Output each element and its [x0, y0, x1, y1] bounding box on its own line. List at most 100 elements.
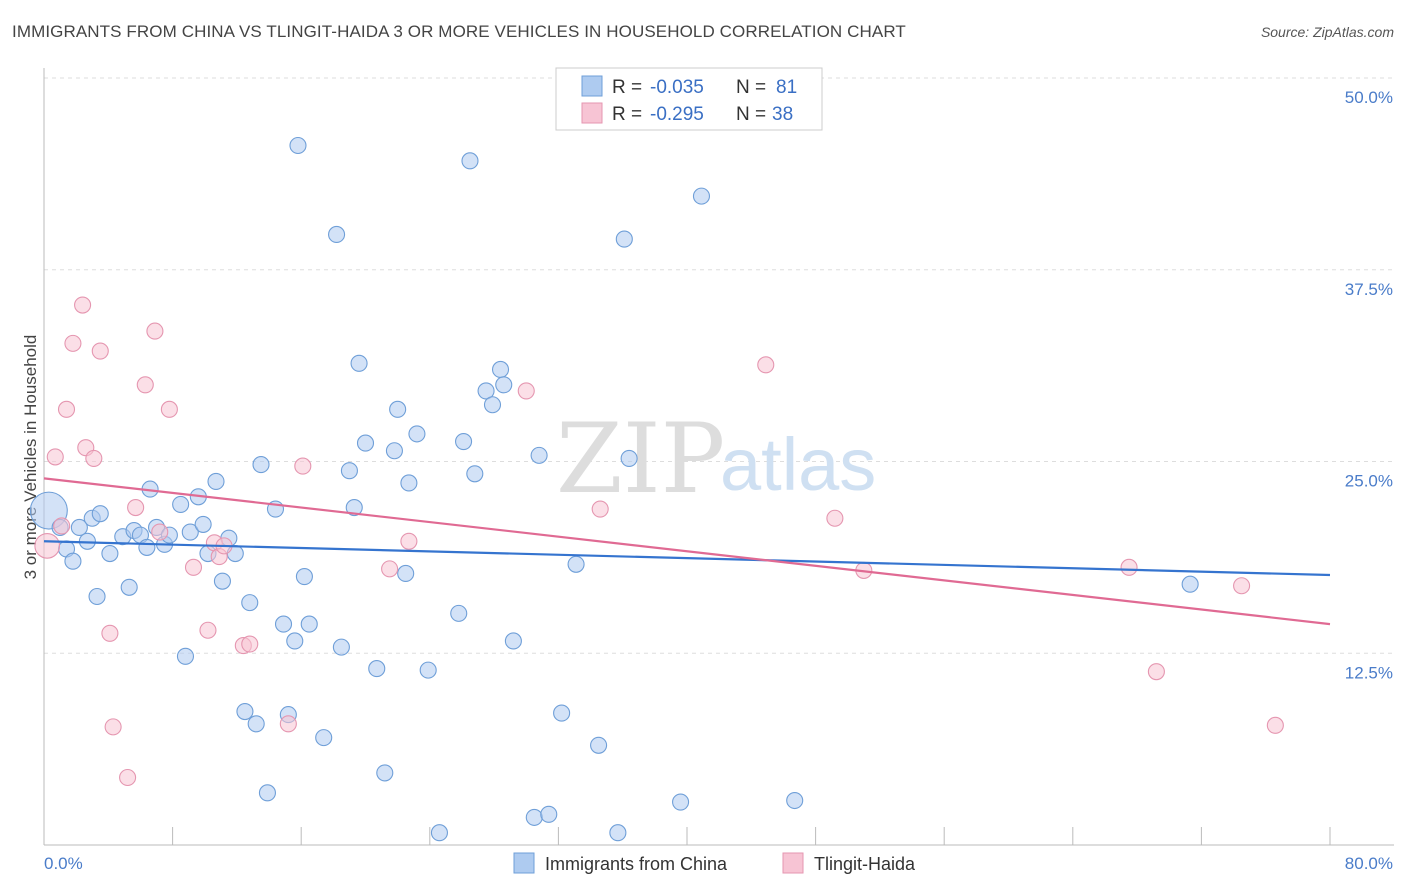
trend-line-immigrants-from-china — [43, 540, 1331, 577]
point-china-39 — [295, 567, 313, 586]
point-china-74 — [620, 449, 638, 467]
point-tlingit-10 — [104, 718, 122, 736]
point-china-50 — [385, 442, 403, 460]
point-china-23 — [194, 515, 212, 533]
point-china-77 — [786, 791, 804, 810]
point-china-78 — [1181, 575, 1199, 593]
y-tick-label-3: 50.0% — [1345, 88, 1393, 107]
point-tlingit-30 — [757, 356, 775, 374]
trend-line-tlingit-haida — [43, 477, 1331, 626]
point-china-7 — [88, 587, 106, 606]
point-china-57 — [450, 604, 468, 622]
legend-n-label-tlingit: N = — [736, 104, 766, 125]
legend-swatch-china — [581, 75, 603, 97]
point-china-71 — [590, 736, 608, 754]
point-china-3 — [64, 552, 82, 570]
legend-r-value-china: -0.035 — [650, 77, 704, 98]
point-tlingit-27 — [400, 532, 418, 550]
point-china-69 — [553, 704, 571, 722]
point-china-52 — [397, 564, 415, 583]
legend-n-value-tlingit: 38 — [772, 104, 793, 125]
y-tick-label-2: 37.5% — [1345, 280, 1393, 299]
legend-r-label-china: R = — [612, 77, 642, 98]
point-china-64 — [495, 376, 513, 394]
point-tlingit-15 — [151, 523, 169, 541]
point-china-65 — [504, 632, 522, 650]
point-tlingit-14 — [146, 322, 164, 340]
legend-r-value-tlingit: -0.295 — [650, 104, 704, 125]
watermark-zip: ZIP — [556, 403, 725, 515]
x-tick-label-1: 80.0% — [1345, 854, 1393, 873]
point-china-48 — [368, 660, 386, 678]
point-china-47 — [356, 434, 375, 452]
point-china-58 — [455, 433, 473, 451]
chart-title: IMMIGRANTS FROM CHINA VS TLINGIT-HAIDA 3… — [12, 22, 906, 41]
point-tlingit-5 — [74, 296, 92, 314]
point-china-60 — [466, 465, 484, 483]
legend-r-label-tlingit: R = — [612, 104, 642, 125]
point-tlingit-8 — [91, 342, 109, 360]
series-legend-label-china: Immigrants from China — [545, 854, 728, 874]
y-tick-label-1: 25.0% — [1345, 472, 1393, 491]
point-china-25 — [207, 472, 225, 490]
point-china-61 — [477, 382, 495, 400]
point-china-43 — [332, 638, 350, 656]
point-tlingit-31 — [826, 509, 844, 527]
point-china-8 — [91, 505, 109, 523]
point-china-55 — [419, 661, 437, 679]
x-tick-labels: 0.0% 80.0% — [44, 854, 1393, 873]
point-china-33 — [258, 784, 276, 802]
point-tlingit-23 — [241, 635, 259, 653]
point-china-46 — [350, 354, 368, 372]
point-china-11 — [120, 578, 138, 596]
point-tlingit-24 — [279, 715, 297, 733]
point-china-30 — [241, 594, 259, 612]
point-tlingit-1 — [46, 448, 64, 466]
point-china-75 — [672, 793, 690, 811]
point-tlingit-26 — [381, 560, 399, 578]
point-tlingit-25 — [294, 457, 312, 475]
point-china-26 — [213, 572, 231, 590]
series-legend: Immigrants from China Tlingit-Haida — [513, 852, 916, 874]
point-china-73 — [615, 230, 633, 248]
point-tlingit-16 — [160, 400, 178, 418]
point-china-42 — [328, 225, 346, 244]
watermark: ZIP atlas — [556, 403, 876, 515]
legend-n-label-china: N = — [736, 77, 766, 98]
point-tlingit-28 — [517, 382, 535, 400]
point-china-66 — [530, 446, 548, 464]
point-china-76 — [692, 187, 711, 205]
series-tlingit-haida-points — [34, 296, 1284, 787]
point-china-62 — [483, 396, 502, 414]
x-axis-ticks — [43, 827, 1331, 845]
point-china-67 — [525, 808, 543, 826]
point-china-29 — [236, 702, 254, 721]
point-china-56 — [430, 824, 448, 842]
point-china-41 — [315, 729, 333, 747]
stats-legend: R = -0.035 N = 81 R = -0.295 N = 38 — [555, 67, 823, 131]
point-tlingit-18 — [199, 621, 217, 639]
point-tlingit-11 — [119, 768, 137, 787]
gridlines — [44, 77, 1394, 654]
point-china-4 — [70, 518, 88, 537]
point-china-51 — [389, 400, 407, 418]
legend-n-value-china: 81 — [776, 77, 797, 98]
point-tlingit-13 — [136, 376, 154, 394]
watermark-atlas: atlas — [720, 423, 876, 506]
point-tlingit-35 — [1233, 577, 1251, 595]
x-tick-label-0: 0.0% — [44, 854, 83, 873]
point-china-63 — [491, 360, 510, 379]
series-legend-swatch-tlingit — [782, 852, 804, 874]
point-china-35 — [274, 615, 293, 633]
point-china-45 — [345, 498, 363, 517]
point-china-37 — [286, 632, 304, 650]
y-tick-label-0: 12.5% — [1345, 663, 1393, 682]
point-china-68 — [540, 805, 558, 823]
point-tlingit-2 — [53, 517, 71, 535]
point-tlingit-34 — [1147, 663, 1165, 681]
point-tlingit-17 — [184, 558, 203, 576]
series-immigrants-from-china-points — [29, 136, 1199, 842]
legend-swatch-tlingit — [581, 102, 603, 124]
source-credit: Source: ZipAtlas.com — [1260, 24, 1394, 40]
